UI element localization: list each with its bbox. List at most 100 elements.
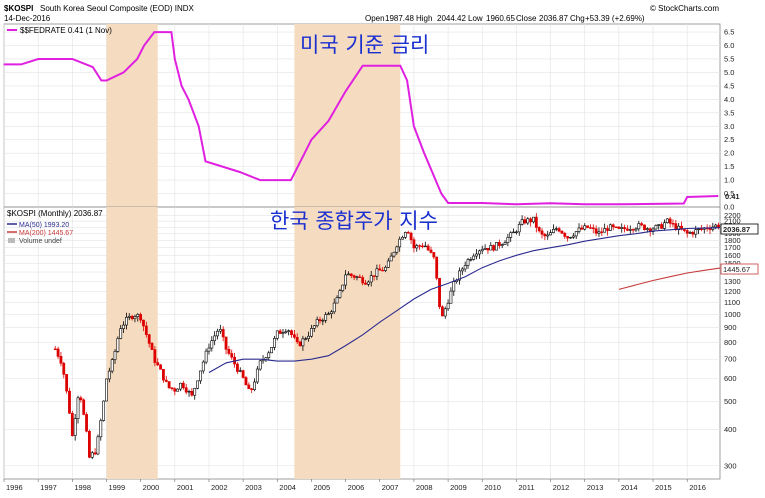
fed-rate-point [136,58,138,60]
ma200-legend: MA(200) 1445.67 [19,230,73,237]
kospi-y-tick-label: 700 [724,355,737,364]
kospi-candle-body [372,275,376,277]
kospi-y-tick-label: 800 [724,338,737,347]
fed-shaded-periods [106,24,401,207]
kospi-candle-body [341,284,345,291]
kospi-candle-body [617,226,621,229]
kospi-candle-body [301,338,305,347]
kospi-candles [53,213,720,460]
fed-rate-point [413,125,415,127]
kospi-candle-body [466,259,470,266]
fed-y-tick-label: 3.0 [724,122,734,131]
low-label: Low [468,14,483,23]
kospi-candle-body [181,382,185,388]
fed-rate-point [447,202,449,204]
kospi-candle-body [560,230,564,234]
kospi-candle-body [386,260,390,268]
kospi-candle-body [534,216,538,228]
kospi-candle-body [247,384,251,390]
kospi-candle-body [549,232,552,236]
kospi-candle-body [708,228,712,230]
kospi-candle-body [443,308,447,317]
quote-date: 14-Dec-2016 [4,14,51,23]
fed-rate-panel: 0.0 0.5 1.0 1.5 2.0 2.5 3.0 3.5 4.0 4.5 5.0 5.5 6.0 6… [3,23,740,212]
kospi-candle-body [691,232,695,235]
kospi-candle-body [82,399,86,415]
volume-legend-swatch [8,238,15,243]
open-value: 1987.48 [385,14,414,23]
kospi-y-tick-label: 1000 [724,310,741,319]
fed-rate-line [4,31,719,206]
kospi-candle-body [62,362,66,375]
kospi-candle-body [153,349,157,363]
kospi-y-ticks: 3004005006007008009001000110012001300140… [724,211,741,470]
fed-y-tick-label: 0.0 [724,203,734,212]
fed-rate-point [327,120,330,122]
fed-rate-point [54,58,56,60]
kospi-candle-body [275,330,279,339]
kospi-candle-body [378,268,382,271]
kospi-candle-body [238,370,242,372]
fed-legend: $$FEDRATE 0.41 (1 Nov) [20,26,112,35]
fed-y-tick-label: 1.5 [724,162,734,171]
kospi-candle-body [295,336,299,343]
kospi-candle-body [423,245,427,248]
kospi-candle-body [438,277,441,308]
kospi-candle-body [469,259,473,261]
kospi-candle-body [697,228,700,231]
kospi-candle-body [221,329,225,338]
kospi-candle-body [170,387,174,389]
kospi-candle-body [409,232,413,241]
kospi-candle-body [694,229,698,235]
kospi-candle-body [660,224,663,229]
fed-rate-point [297,166,299,168]
ma200-line [618,267,721,290]
kospi-candle-body [452,281,456,292]
fed-rate-point [198,125,200,127]
fed-annotation: 미국 기준 금리 [300,33,429,57]
fed-rate-point [584,203,586,205]
kospi-candle-body [571,235,575,238]
kospi-panel: 3004005006007008009001000110012001300140… [3,206,759,480]
close-label: Close [516,14,537,23]
kospi-candle-body [492,245,496,251]
kospi-candle-body [347,273,350,276]
kospi-candle-body [167,381,171,389]
kospi-candle-body [361,277,365,284]
kospi-y-tick-label: 1500 [724,259,741,268]
kospi-candle-body [113,351,117,360]
kospi-candle-body [244,377,248,386]
kospi-candle-body [318,319,322,322]
kospi-candle-body [156,362,160,366]
kospi-candle-body [546,234,550,237]
kospi-candle-body [190,391,194,396]
kospi-candle-body [517,224,521,233]
ma200-last-value-box [720,263,759,275]
kospi-candle-body [375,268,379,277]
kospi-candle-body [688,232,692,234]
kospi-candle-body [88,430,91,458]
kospi-candle-body [93,452,97,455]
kospi-candle-body [489,245,493,251]
kospi-candle-body [665,218,669,223]
kospi-candle-body [236,363,239,372]
kospi-candle-body [304,338,308,340]
fed-y-tick-label: 2.0 [724,149,734,158]
kospi-candle-body [310,328,313,337]
kospi-candle-body [287,330,291,332]
x-tick-label: 2001 [177,483,194,492]
kospi-candle-body [68,390,71,414]
fed-rate-point [143,44,145,47]
kospi-candle-body [125,317,128,326]
kospi-candle-body [230,353,234,358]
x-tick-label: 2013 [587,483,604,492]
kospi-candle-body [270,347,273,354]
kospi-candle-body [136,314,140,317]
kospi-candle-body [352,275,356,278]
kospi-candle-body [515,231,518,233]
fed-rate-point [345,90,347,92]
symbol: $KOSPI [4,4,33,13]
kospi-candle-body [255,368,259,383]
kospi-candle-body [483,248,487,250]
kospi-candle-body [139,314,143,321]
